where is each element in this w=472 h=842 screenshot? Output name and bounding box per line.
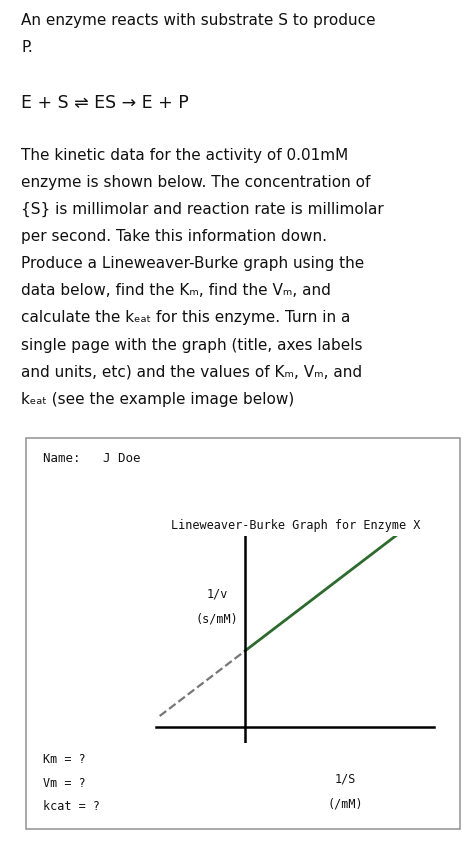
Text: (/mM): (/mM) — [328, 797, 363, 810]
Text: kₑₐₜ (see the example image below): kₑₐₜ (see the example image below) — [21, 392, 295, 407]
Text: An enzyme reacts with substrate S to produce: An enzyme reacts with substrate S to pro… — [21, 13, 376, 28]
Text: Vm = ?: Vm = ? — [43, 776, 86, 790]
Text: data below, find the Kₘ, find the Vₘ, and: data below, find the Kₘ, find the Vₘ, an… — [21, 284, 331, 298]
Text: kcat = ?: kcat = ? — [43, 800, 101, 813]
Text: Produce a Lineweaver-Burke graph using the: Produce a Lineweaver-Burke graph using t… — [21, 256, 364, 271]
Text: single page with the graph (title, axes labels: single page with the graph (title, axes … — [21, 338, 363, 353]
Text: calculate the kₑₐₜ for this enzyme. Turn in a: calculate the kₑₐₜ for this enzyme. Turn… — [21, 311, 351, 326]
Text: 1/S: 1/S — [335, 772, 356, 786]
Text: {S} is millimolar and reaction rate is millimolar: {S} is millimolar and reaction rate is m… — [21, 202, 384, 217]
Text: Name:   J Doe: Name: J Doe — [43, 451, 141, 465]
Title: Lineweaver-Burke Graph for Enzyme X: Lineweaver-Burke Graph for Enzyme X — [170, 519, 420, 532]
Text: P.: P. — [21, 40, 33, 55]
Text: (s/mM): (s/mM) — [196, 612, 239, 626]
Text: enzyme is shown below. The concentration of: enzyme is shown below. The concentration… — [21, 175, 371, 190]
Text: Km = ?: Km = ? — [43, 753, 86, 766]
Text: The kinetic data for the activity of 0.01mM: The kinetic data for the activity of 0.0… — [21, 148, 348, 163]
Text: and units, etc) and the values of Kₘ, Vₘ, and: and units, etc) and the values of Kₘ, Vₘ… — [21, 365, 362, 380]
Text: 1/v: 1/v — [207, 588, 228, 600]
Text: E + S ⇌ ES → E + P: E + S ⇌ ES → E + P — [21, 94, 189, 112]
Text: per second. Take this information down.: per second. Take this information down. — [21, 229, 327, 244]
